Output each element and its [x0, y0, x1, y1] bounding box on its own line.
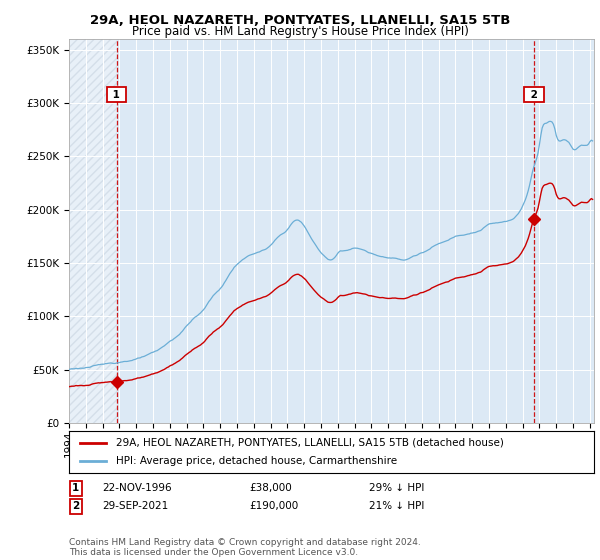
Text: 22-NOV-1996: 22-NOV-1996: [102, 483, 172, 493]
Text: 21% ↓ HPI: 21% ↓ HPI: [369, 501, 424, 511]
Text: £190,000: £190,000: [249, 501, 298, 511]
Text: HPI: Average price, detached house, Carmarthenshire: HPI: Average price, detached house, Carm…: [116, 456, 397, 466]
Text: 2: 2: [72, 501, 79, 511]
Text: £38,000: £38,000: [249, 483, 292, 493]
Text: Contains HM Land Registry data © Crown copyright and database right 2024.
This d: Contains HM Land Registry data © Crown c…: [69, 538, 421, 557]
Text: 1: 1: [109, 90, 124, 100]
Text: 1: 1: [72, 483, 79, 493]
Text: Price paid vs. HM Land Registry's House Price Index (HPI): Price paid vs. HM Land Registry's House …: [131, 25, 469, 38]
Text: 29-SEP-2021: 29-SEP-2021: [102, 501, 168, 511]
Text: 2: 2: [527, 90, 541, 100]
Bar: [69, 39, 116, 423]
Text: 29A, HEOL NAZARETH, PONTYATES, LLANELLI, SA15 5TB: 29A, HEOL NAZARETH, PONTYATES, LLANELLI,…: [90, 14, 510, 27]
Text: 29A, HEOL NAZARETH, PONTYATES, LLANELLI, SA15 5TB (detached house): 29A, HEOL NAZARETH, PONTYATES, LLANELLI,…: [116, 438, 504, 448]
Text: 29% ↓ HPI: 29% ↓ HPI: [369, 483, 424, 493]
